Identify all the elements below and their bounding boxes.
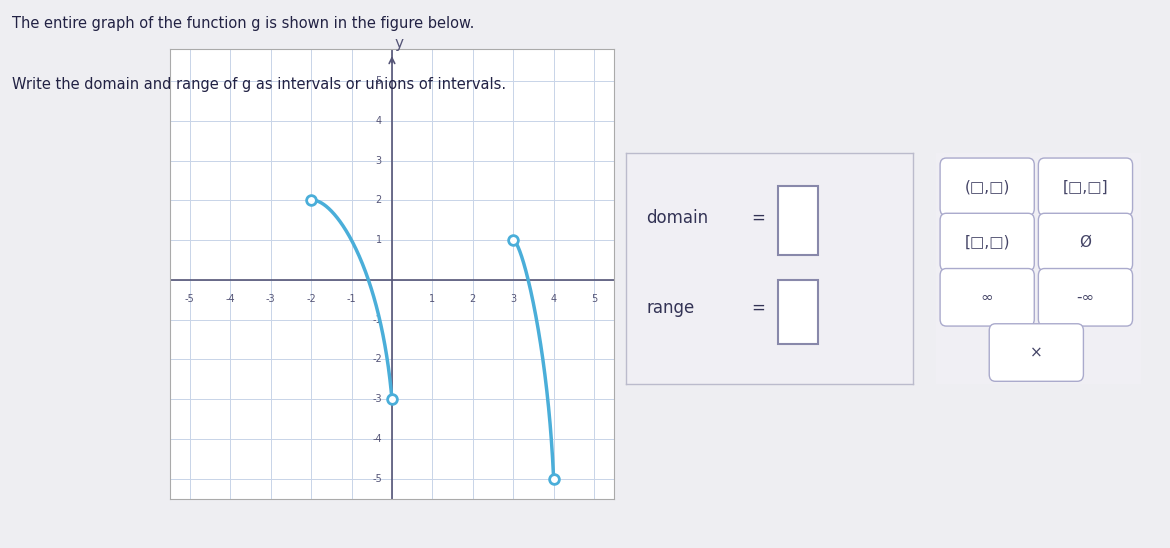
FancyBboxPatch shape	[941, 213, 1034, 271]
Text: Ø: Ø	[1080, 235, 1092, 249]
FancyBboxPatch shape	[778, 280, 818, 345]
Text: 1: 1	[429, 294, 435, 304]
Text: Write the domain and range of g as intervals or unions of intervals.: Write the domain and range of g as inter…	[12, 77, 505, 92]
Text: -2: -2	[307, 294, 316, 304]
Text: -∞: -∞	[1076, 290, 1095, 305]
Text: =: =	[751, 209, 765, 227]
Text: -4: -4	[226, 294, 235, 304]
Text: 5: 5	[591, 294, 597, 304]
Text: range: range	[646, 299, 694, 317]
Text: -3: -3	[372, 394, 381, 404]
Text: 4: 4	[551, 294, 557, 304]
Text: -4: -4	[372, 434, 381, 444]
Text: [□,□]: [□,□]	[1062, 179, 1108, 195]
Text: domain: domain	[646, 209, 708, 227]
Text: -3: -3	[266, 294, 275, 304]
Text: 2: 2	[469, 294, 476, 304]
Text: The entire graph of the function g is shown in the figure below.: The entire graph of the function g is sh…	[12, 16, 474, 31]
FancyBboxPatch shape	[941, 158, 1034, 215]
Text: 2: 2	[376, 196, 381, 206]
Text: y: y	[394, 36, 404, 52]
FancyBboxPatch shape	[1039, 269, 1133, 326]
Text: -1: -1	[346, 294, 357, 304]
Text: 1: 1	[376, 235, 381, 245]
Text: [□,□): [□,□)	[964, 235, 1010, 249]
FancyBboxPatch shape	[990, 324, 1083, 381]
Text: =: =	[751, 299, 765, 317]
FancyBboxPatch shape	[1039, 158, 1133, 215]
Text: 5: 5	[376, 76, 381, 86]
FancyBboxPatch shape	[1039, 213, 1133, 271]
Text: ∞: ∞	[980, 290, 993, 305]
Text: (□,□): (□,□)	[964, 179, 1010, 195]
Text: -5: -5	[372, 474, 381, 484]
FancyBboxPatch shape	[778, 186, 818, 255]
Text: -1: -1	[372, 315, 381, 325]
FancyBboxPatch shape	[941, 269, 1034, 326]
Text: ×: ×	[1030, 345, 1042, 360]
Text: 4: 4	[376, 116, 381, 126]
Text: 3: 3	[510, 294, 516, 304]
Text: -5: -5	[185, 294, 194, 304]
Text: -2: -2	[372, 355, 381, 364]
Text: 3: 3	[376, 156, 381, 165]
